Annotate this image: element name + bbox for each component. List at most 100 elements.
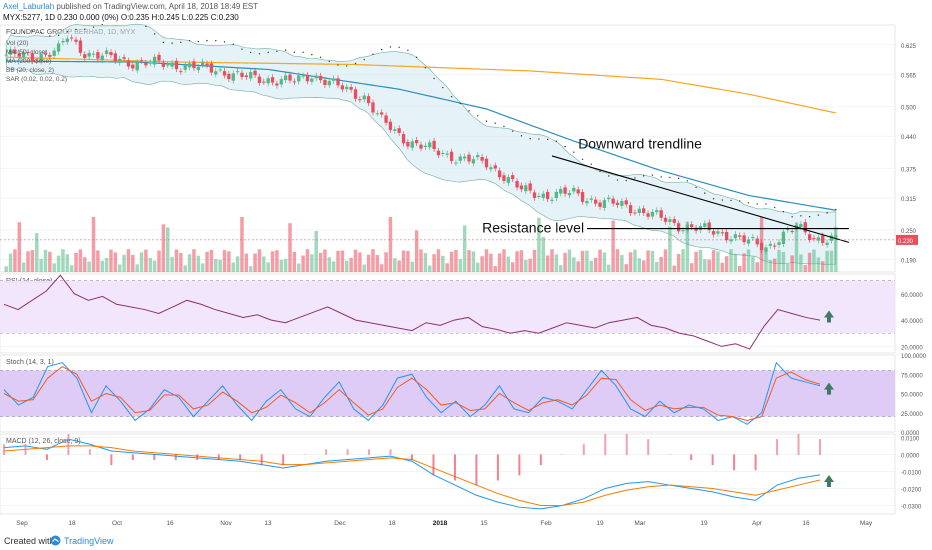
candle-body	[703, 223, 707, 227]
candle-body	[336, 78, 340, 86]
volume-bar	[74, 252, 78, 272]
volume-bar	[493, 266, 497, 272]
volume-bar	[720, 262, 725, 272]
sar-dot	[66, 31, 69, 33]
candle-body	[493, 165, 497, 169]
volume-bar	[528, 258, 532, 272]
volume-bar	[279, 259, 284, 272]
volume-bar	[366, 254, 371, 272]
price-pane: 0.625 0.565 0.500 0.440 0.375 0.315 0.250 0.190…	[0, 20, 918, 273]
x-tick-label: Feb	[540, 520, 552, 527]
candle-body	[532, 192, 537, 198]
candle-body	[131, 64, 135, 69]
volume-bar	[126, 249, 131, 272]
volume-bar	[248, 266, 253, 272]
sar-dot	[800, 215, 802, 217]
last-price-tag	[896, 234, 918, 245]
tradingview-logo-icon	[50, 535, 61, 546]
candle-body	[340, 85, 345, 90]
candle-body	[519, 185, 524, 190]
sar-dot	[84, 28, 86, 30]
candle-body	[83, 54, 87, 58]
volume-bar	[742, 253, 746, 272]
y-tick-label: -0.0300	[901, 504, 922, 510]
sar-dot	[695, 186, 697, 189]
volume-bar	[637, 258, 642, 272]
candle-body	[502, 175, 506, 181]
author-link[interactable]: Axel_Laburlah	[3, 2, 55, 11]
chart-area[interactable]: 0.625 0.565 0.500 0.440 0.375 0.315 0.250 0.190…	[0, 20, 932, 532]
candle-body	[43, 53, 48, 55]
candle-body	[126, 60, 131, 67]
x-tick-label: Mar	[634, 520, 646, 527]
candle-body	[419, 144, 423, 149]
volume-bar	[152, 260, 157, 272]
candle-body	[61, 40, 65, 43]
volume-bar	[777, 249, 781, 272]
candle-body	[388, 121, 393, 130]
sar-dot	[215, 39, 217, 42]
chart-svg[interactable]: 0.625 0.565 0.500 0.440 0.375 0.315 0.250 0.190…	[0, 20, 932, 532]
candle-body	[580, 192, 585, 202]
volume-bar	[624, 264, 628, 272]
volume-bar	[406, 250, 410, 272]
sar-dot	[555, 140, 558, 142]
sar-dot	[817, 214, 820, 216]
sar-dot	[564, 145, 566, 148]
candle-body	[480, 156, 484, 161]
candle-body	[690, 224, 694, 228]
volume-bar	[358, 252, 362, 272]
volume-bar	[615, 249, 620, 272]
candle-body	[738, 235, 742, 237]
candle-body	[768, 243, 772, 246]
up-arrow-icon	[824, 310, 834, 323]
sar-dot	[22, 31, 25, 33]
sar-dot	[677, 177, 680, 180]
macd-histogram-bar	[196, 454, 199, 461]
volume-bar	[161, 224, 166, 272]
volume-bar	[345, 260, 349, 272]
tradingview-brand[interactable]: TradingView	[64, 536, 114, 546]
volume-bar	[222, 250, 227, 272]
macd-histogram-bar	[24, 444, 27, 455]
volume-bar	[375, 255, 380, 272]
volume-bar	[620, 255, 624, 272]
macd-histogram-bar	[733, 454, 736, 471]
volume-bar	[165, 227, 170, 272]
volume-bar	[480, 256, 484, 272]
volume-bar	[436, 249, 441, 272]
trendline-label: Downward trendline	[578, 136, 702, 152]
candle-body	[183, 65, 187, 70]
volume-bar	[663, 249, 668, 272]
candle-body	[746, 239, 751, 244]
y-tick-label: 0.440	[901, 135, 917, 141]
candle-body	[414, 140, 419, 144]
volume-bar	[100, 260, 104, 272]
volume-bar	[35, 233, 39, 272]
sar-dot	[494, 122, 496, 124]
macd-histogram-bar	[110, 454, 113, 466]
x-tick-label: 18	[388, 520, 396, 527]
candle-body	[607, 197, 611, 200]
volume-bar	[257, 249, 262, 272]
sar-dot	[459, 102, 461, 105]
candle-body	[332, 78, 336, 81]
candle-body	[305, 75, 310, 82]
candle-body	[196, 66, 200, 71]
candle-body	[524, 185, 528, 192]
candle-body	[218, 69, 222, 71]
macd-histogram-bar	[539, 454, 542, 466]
volume-bar	[655, 261, 659, 272]
volume-bar	[633, 249, 637, 272]
volume-bar	[598, 249, 602, 272]
volume-bar	[445, 263, 449, 272]
sar-dot	[354, 62, 357, 65]
candle-body	[528, 183, 532, 191]
volume-bar	[209, 249, 214, 272]
volume-bar	[131, 254, 135, 272]
ma50-line	[6, 60, 836, 211]
candle-body	[235, 71, 240, 73]
sar-dot	[538, 138, 540, 140]
sar-dot	[346, 65, 348, 67]
sar-dot	[442, 86, 444, 89]
